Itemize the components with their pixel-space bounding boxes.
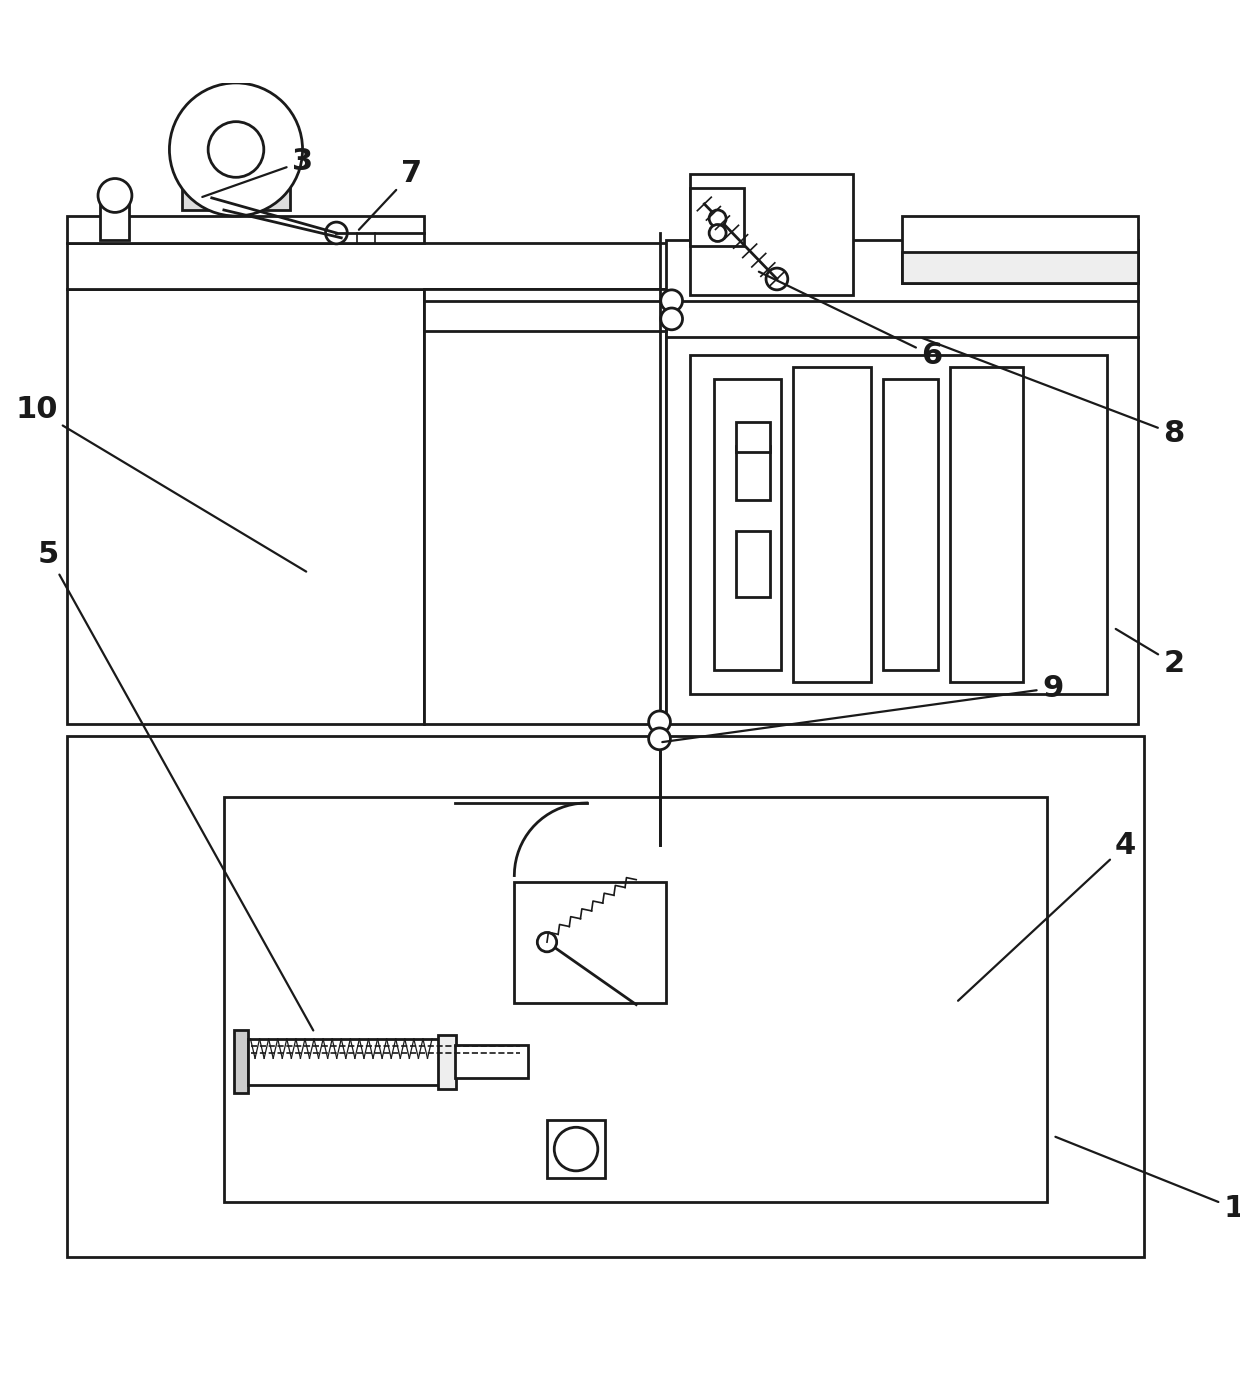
Bar: [735, 422, 770, 453]
Bar: [792, 367, 872, 682]
Bar: [689, 189, 744, 246]
Bar: [735, 531, 770, 597]
Circle shape: [537, 933, 557, 952]
Circle shape: [709, 211, 727, 227]
Bar: [547, 1120, 605, 1178]
Text: 6: 6: [759, 271, 942, 370]
Text: 4: 4: [959, 831, 1136, 1000]
Bar: [455, 1044, 528, 1077]
Bar: [233, 1031, 248, 1094]
Bar: [735, 446, 770, 501]
Text: 5: 5: [37, 541, 314, 1031]
Bar: [67, 242, 937, 289]
Circle shape: [649, 728, 671, 750]
Bar: [689, 173, 853, 294]
Bar: [67, 216, 424, 242]
Bar: [689, 355, 1107, 694]
Circle shape: [170, 83, 303, 216]
Circle shape: [709, 224, 727, 241]
Bar: [67, 289, 424, 724]
Circle shape: [98, 179, 131, 212]
Bar: [901, 216, 1137, 282]
Bar: [714, 380, 780, 670]
Circle shape: [661, 290, 682, 311]
Bar: [515, 882, 666, 1003]
Text: 8: 8: [923, 338, 1184, 449]
Bar: [181, 180, 290, 211]
Text: 10: 10: [15, 395, 306, 571]
Text: 2: 2: [1116, 629, 1184, 678]
Circle shape: [766, 268, 787, 290]
Bar: [901, 252, 1137, 282]
Bar: [424, 289, 666, 724]
Circle shape: [326, 222, 347, 244]
Bar: [224, 797, 1047, 1203]
Bar: [248, 1039, 441, 1084]
Bar: [438, 1035, 456, 1088]
Circle shape: [649, 711, 671, 733]
Circle shape: [208, 121, 264, 178]
Bar: [666, 241, 1137, 724]
Bar: [100, 195, 129, 241]
Text: 9: 9: [662, 673, 1064, 742]
Circle shape: [554, 1127, 598, 1171]
Text: 7: 7: [358, 160, 422, 230]
Bar: [950, 367, 1023, 682]
Text: 1: 1: [1055, 1137, 1240, 1223]
Bar: [883, 380, 937, 670]
Bar: [67, 736, 1143, 1256]
Circle shape: [661, 308, 682, 330]
Text: 3: 3: [202, 147, 314, 197]
